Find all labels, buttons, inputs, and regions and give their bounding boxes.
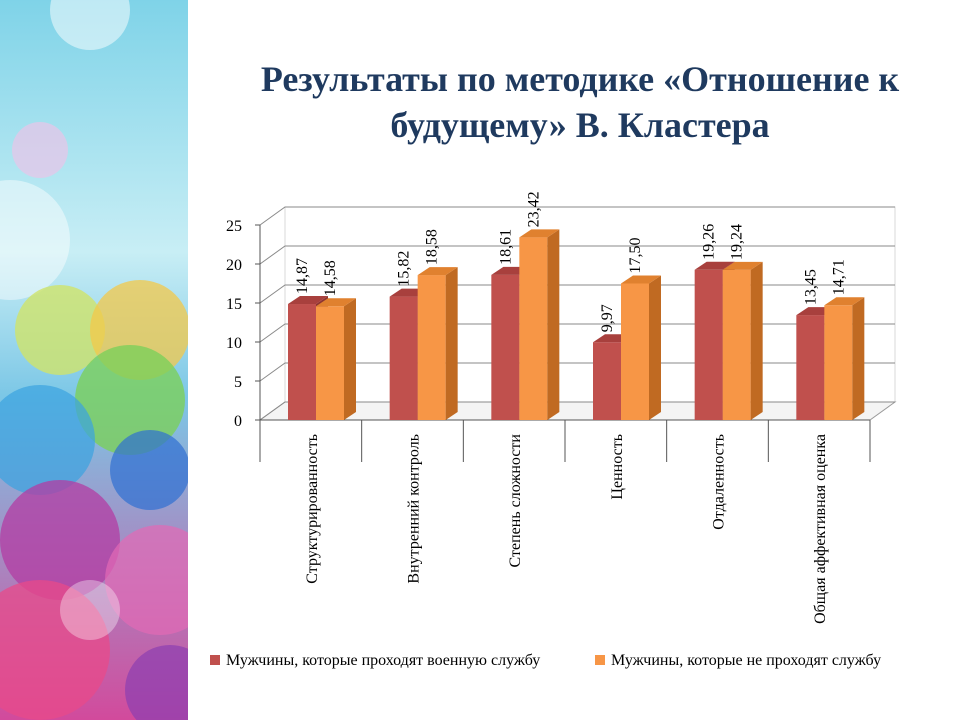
decorative-background-art (0, 0, 200, 720)
bar-side-series2-2 (547, 229, 560, 420)
bar-series2-0 (316, 306, 344, 420)
bar-series2-4 (722, 269, 751, 420)
bar-side-series2-1 (445, 267, 458, 420)
data-label: 23,42 (525, 191, 542, 227)
gridline (259, 362, 895, 382)
bar-side-series2-5 (852, 297, 865, 420)
bar-top-series2-4 (722, 261, 763, 270)
legend-swatch-series2 (595, 655, 605, 665)
data-label: 14,87 (294, 258, 311, 294)
bar-top-series1-0 (288, 296, 328, 305)
y-tick-label: 0 (234, 413, 242, 430)
x-category-label: Отдаленность (711, 434, 728, 530)
data-label: 18,61 (497, 229, 514, 265)
data-label: 9,97 (599, 304, 616, 332)
bar-series1-4 (694, 269, 723, 420)
data-label: 13,45 (802, 269, 819, 305)
x-category-label: Общая аффективная оценка (812, 434, 829, 624)
data-label: 19,24 (729, 224, 746, 260)
slide-title-line2: будущему» В. Кластера (390, 105, 770, 145)
bar-chart: 0 5 10 15 20 25 14,87 14,58 Структурированность 1… (210, 191, 897, 669)
data-label: 17,50 (627, 238, 644, 274)
bar-series1-2 (491, 274, 520, 420)
bar-top-series2-2 (519, 229, 560, 238)
data-label: 14,71 (830, 259, 847, 295)
bar-top-series2-0 (316, 298, 356, 307)
slide-title: Результаты по методике «Отношение к буду… (200, 56, 960, 148)
bar-series1-1 (389, 296, 418, 420)
slide-title-line1: Результаты по методике «Отношение к (260, 59, 900, 99)
bar-series2-5 (824, 305, 853, 420)
gridline (259, 323, 895, 343)
bar-side-series2-3 (649, 275, 661, 420)
bar-series2-1 (417, 275, 446, 420)
bar-series2-2 (519, 237, 548, 420)
bar-top-series2-1 (417, 267, 458, 276)
legend-swatch-series1 (210, 655, 220, 665)
y-tick-label: 10 (226, 335, 242, 352)
y-tick-label: 20 (226, 257, 242, 274)
y-tick-label: 15 (226, 296, 242, 313)
bar-top-series1-4 (694, 261, 735, 270)
bar-side-series2-0 (344, 298, 356, 420)
gridline (259, 401, 895, 421)
y-tick-label: 25 (226, 218, 242, 235)
data-label: 14,58 (322, 260, 339, 296)
x-category-label: Степень сложности (507, 434, 524, 568)
bar-series2-3 (621, 283, 649, 420)
x-category-label: Внутренний контроль (406, 434, 423, 584)
x-category-label: Ценность (609, 434, 626, 500)
data-label: 18,58 (424, 229, 441, 265)
y-tick-label: 5 (234, 374, 242, 391)
bar-series1-0 (288, 304, 316, 420)
legend-label-series2: Мужчины, которые не проходят службу (611, 652, 881, 669)
bar-top-series2-5 (824, 297, 865, 306)
gridline (259, 245, 895, 265)
bar-series1-3 (593, 342, 621, 420)
data-label: 19,26 (701, 224, 718, 260)
gridline (259, 206, 895, 226)
bar-series1-5 (796, 315, 825, 420)
gridline (259, 284, 895, 304)
bar-top-series2-3 (621, 275, 661, 284)
legend-label-series1: Мужчины, которые проходят военную службу (226, 652, 540, 669)
x-category-label: Структурированность (304, 434, 321, 584)
data-label: 15,82 (396, 251, 413, 287)
bar-side-series2-4 (750, 261, 763, 420)
